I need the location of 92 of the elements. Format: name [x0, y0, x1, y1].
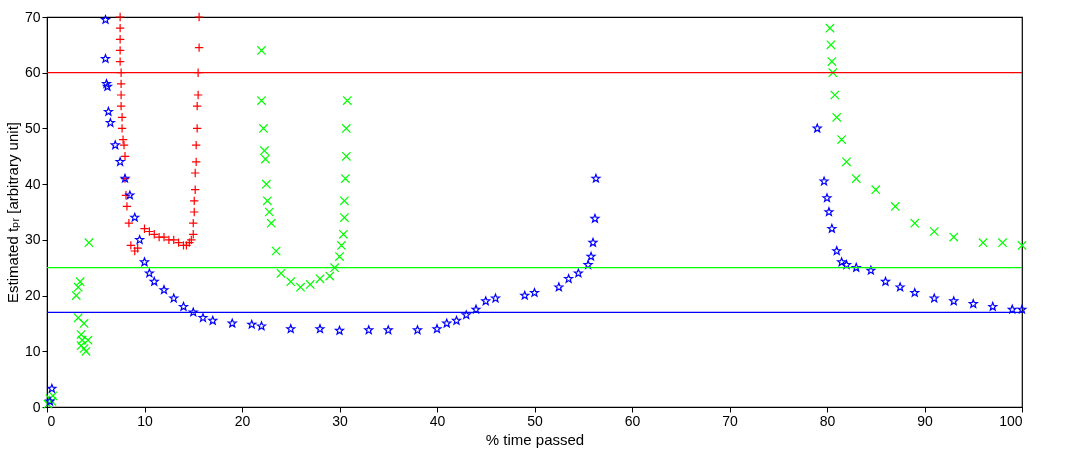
point	[1017, 240, 1027, 251]
point	[851, 173, 862, 184]
point	[115, 45, 125, 56]
point	[79, 318, 89, 329]
point	[909, 218, 920, 228]
point	[336, 240, 347, 251]
point	[193, 90, 203, 100]
point	[189, 196, 200, 206]
y-tick-label: 20	[24, 287, 41, 304]
point	[191, 140, 201, 150]
point	[189, 207, 200, 217]
point	[258, 123, 269, 134]
point	[115, 23, 125, 33]
x-tick-label: 20	[234, 412, 251, 429]
point	[191, 157, 201, 167]
x-axis-title: % time passed	[485, 430, 585, 448]
y-tick-label: 60	[24, 64, 41, 81]
point	[194, 12, 204, 22]
point	[73, 313, 83, 323]
point	[285, 276, 296, 287]
point	[116, 90, 126, 100]
point	[259, 145, 270, 156]
point	[825, 23, 835, 33]
y-tick-label: 70	[24, 8, 41, 25]
x-tick-label: 100	[999, 412, 1023, 429]
point	[194, 42, 204, 53]
point	[188, 218, 199, 228]
y-tick-label: 40	[24, 175, 41, 192]
x-tick-label: 10	[137, 412, 153, 429]
point	[118, 134, 128, 145]
point	[190, 168, 200, 178]
point	[338, 229, 349, 240]
point	[122, 201, 132, 212]
x-tick-label: 0	[47, 412, 56, 429]
point	[117, 112, 127, 123]
point	[75, 276, 85, 287]
point	[192, 101, 202, 111]
point	[929, 226, 940, 237]
point	[115, 12, 125, 22]
y-tick-label: 0	[32, 398, 41, 415]
point	[262, 196, 273, 206]
point	[73, 282, 83, 292]
x-tick-label: 30	[332, 412, 348, 429]
x-tick-label: 80	[819, 412, 836, 429]
y-tick-label: 50	[24, 119, 41, 136]
point	[260, 154, 271, 164]
point	[830, 90, 840, 100]
point	[828, 67, 838, 78]
point	[76, 329, 86, 340]
point	[117, 123, 127, 134]
point	[71, 290, 82, 301]
point	[271, 246, 281, 256]
point	[831, 112, 842, 123]
y-tick-label: 30	[24, 231, 41, 248]
x-tick-label: 40	[429, 412, 446, 429]
point	[339, 196, 350, 206]
point	[116, 79, 126, 89]
x-tick-label: 70	[722, 412, 738, 429]
y-axis-title: Estimated tₚᵣ [arbitrary unit]	[3, 122, 21, 303]
point	[997, 237, 1008, 248]
point	[266, 218, 277, 228]
point	[124, 218, 134, 228]
point	[115, 56, 125, 67]
point	[84, 237, 94, 248]
point	[115, 34, 125, 45]
point	[264, 207, 275, 217]
y-tick-label: 10	[24, 342, 41, 359]
point	[329, 262, 340, 273]
point	[342, 95, 353, 106]
point	[339, 212, 350, 223]
point	[256, 45, 267, 56]
point	[826, 40, 836, 50]
point	[978, 237, 988, 248]
point	[116, 101, 126, 111]
point	[261, 179, 272, 189]
point	[340, 173, 351, 184]
x-tick-label: 90	[917, 412, 933, 429]
x-tick-label: 50	[527, 412, 543, 429]
point	[276, 268, 286, 279]
point	[841, 157, 852, 167]
point	[890, 201, 901, 212]
point	[870, 184, 881, 195]
point	[836, 134, 847, 145]
point	[827, 56, 837, 67]
point	[120, 151, 130, 162]
x-tick-label: 60	[624, 412, 641, 429]
point	[256, 95, 267, 106]
point	[119, 140, 129, 150]
point	[341, 151, 352, 162]
point	[334, 251, 345, 262]
point	[341, 123, 352, 134]
point	[948, 232, 959, 242]
